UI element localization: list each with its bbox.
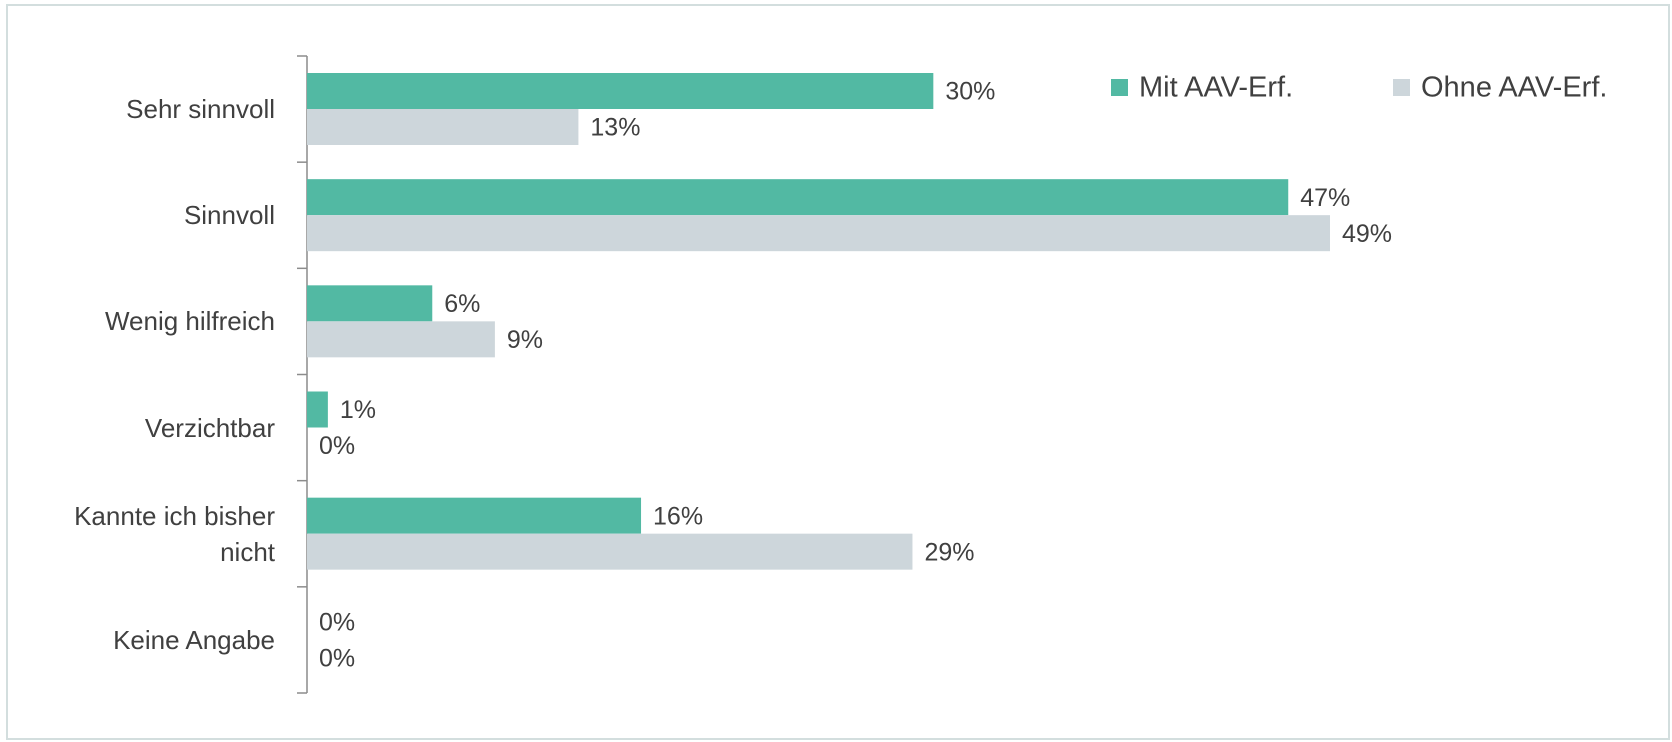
value-label: 16% (653, 502, 703, 530)
value-label: 6% (444, 290, 480, 318)
category-label: Kannte ich bisher nicht (74, 500, 275, 567)
bar (307, 179, 1289, 216)
bar (307, 285, 433, 322)
bar (307, 215, 1330, 252)
category-label: Keine Angabe (113, 624, 275, 655)
category-label: Verzichtbar (144, 412, 275, 443)
category-label: Sinnvoll (183, 200, 275, 231)
value-label: 49% (1342, 220, 1392, 248)
value-label: 47% (1300, 184, 1350, 212)
value-label: 13% (590, 114, 640, 142)
value-label: 0% (319, 644, 355, 672)
value-label: 29% (924, 538, 974, 566)
value-label: 9% (507, 326, 543, 354)
value-label: 0% (319, 432, 355, 460)
value-label: 30% (945, 78, 995, 106)
category-label: Sehr sinnvoll (126, 94, 275, 125)
legend-label: Mit AAV-Erf. (1139, 72, 1293, 104)
value-label: 0% (319, 608, 355, 636)
legend-swatch (1111, 79, 1128, 96)
legend-swatch (1393, 79, 1410, 96)
bar (307, 73, 934, 109)
value-label: 1% (340, 396, 376, 424)
bar (307, 391, 328, 428)
bar (307, 497, 642, 534)
bar (307, 321, 495, 358)
bar (307, 109, 579, 145)
category-label: Wenig hilfreich (104, 306, 275, 337)
chart-frame (6, 4, 1670, 740)
bar (307, 533, 913, 570)
legend-label: Ohne AAV-Erf. (1421, 72, 1607, 104)
